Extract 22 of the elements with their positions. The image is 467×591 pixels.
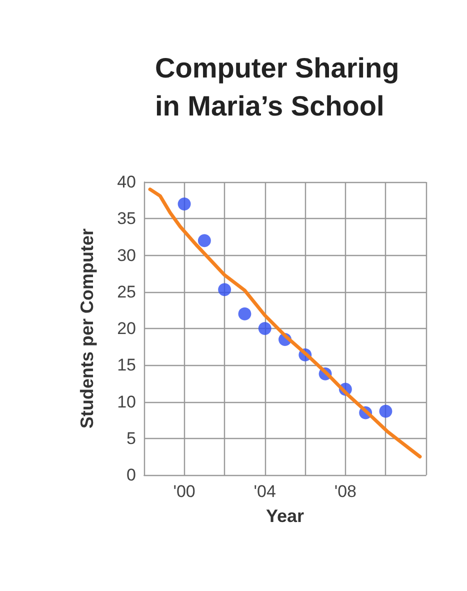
y-tick-label: 25 xyxy=(117,282,136,302)
point xyxy=(198,234,211,248)
chart-title: Computer Sharing in Maria’s School xyxy=(155,52,400,122)
y-tick-label: 20 xyxy=(117,319,136,338)
x-tick-label: '00 xyxy=(173,482,196,501)
y-axis-title: Students per Computer xyxy=(77,228,97,429)
y-tick-label: 35 xyxy=(117,209,136,228)
y-tick-label: 15 xyxy=(117,356,136,375)
line-series xyxy=(148,188,422,458)
y-tick-label: 0 xyxy=(126,466,136,484)
point xyxy=(238,307,252,320)
point xyxy=(379,404,392,418)
x-tick-label: '08 xyxy=(334,482,357,501)
point xyxy=(218,283,232,296)
x-axis-title: Year xyxy=(266,506,304,526)
point xyxy=(258,322,272,335)
point xyxy=(178,197,191,210)
y-tick-label: 40 xyxy=(117,172,136,192)
y-tick-label: 5 xyxy=(126,428,136,448)
y-tick-label: 30 xyxy=(117,246,136,265)
x-tick-label: '04 xyxy=(254,482,276,501)
y-tick-label: 10 xyxy=(117,392,136,412)
